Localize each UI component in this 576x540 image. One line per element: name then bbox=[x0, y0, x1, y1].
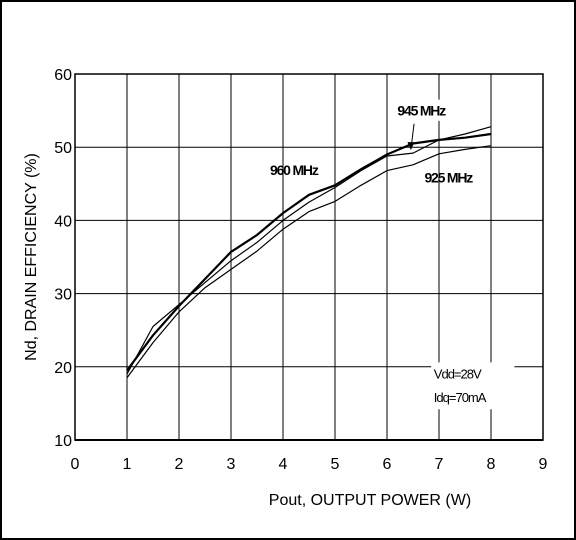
plot-border bbox=[74, 73, 544, 441]
y-tick-label: 10 bbox=[54, 433, 72, 450]
conditions-box bbox=[431, 362, 515, 410]
x-tick-label: 0 bbox=[71, 456, 80, 473]
series-line-945mhz bbox=[126, 126, 492, 375]
x-tick-label: 4 bbox=[279, 456, 288, 473]
series-label-925mhz: 925 MHz bbox=[424, 169, 473, 185]
x-tick-label: 6 bbox=[383, 456, 392, 473]
series-label-945mhz: 945 MHz bbox=[397, 103, 446, 119]
condition-idq: Idq=70mA bbox=[434, 390, 487, 405]
series-945mhz-arrow bbox=[410, 123, 415, 146]
condition-vdd: Vdd=28V bbox=[434, 367, 482, 382]
y-tick-label: 40 bbox=[54, 213, 72, 230]
y-axis-title: Nd, DRAIN EFFICIENCY (%) bbox=[23, 153, 40, 361]
series-label-960mhz: 960 MHz bbox=[270, 162, 319, 178]
x-tick-label: 9 bbox=[539, 456, 548, 473]
series-line-925mhz bbox=[126, 145, 492, 379]
y-tick-label: 20 bbox=[54, 360, 72, 377]
x-tick-label: 5 bbox=[331, 456, 340, 473]
series-label-945mhz-bg bbox=[394, 99, 471, 121]
x-axis-title: Pout, OUTPUT POWER (W) bbox=[269, 492, 471, 509]
y-tick-label: 30 bbox=[54, 287, 72, 304]
x-tick-label: 8 bbox=[487, 456, 496, 473]
x-tick-label: 1 bbox=[123, 456, 132, 473]
x-tick-label: 7 bbox=[435, 456, 444, 473]
plot-area: Vdd=28V Idq=70mA 960 MHz 945 MHz 925 MHz bbox=[74, 73, 544, 441]
y-tick-labels: 10 20 30 40 50 60 bbox=[54, 67, 72, 450]
series-lines bbox=[126, 126, 492, 379]
series-945mhz-arrowhead bbox=[407, 142, 415, 151]
y-tick-label: 60 bbox=[54, 67, 72, 84]
x-tick-label: 3 bbox=[227, 456, 236, 473]
x-tick-labels: 0 1 2 3 4 5 6 7 8 9 bbox=[71, 456, 548, 473]
x-tick-label: 2 bbox=[175, 456, 184, 473]
y-tick-label: 50 bbox=[54, 140, 72, 157]
